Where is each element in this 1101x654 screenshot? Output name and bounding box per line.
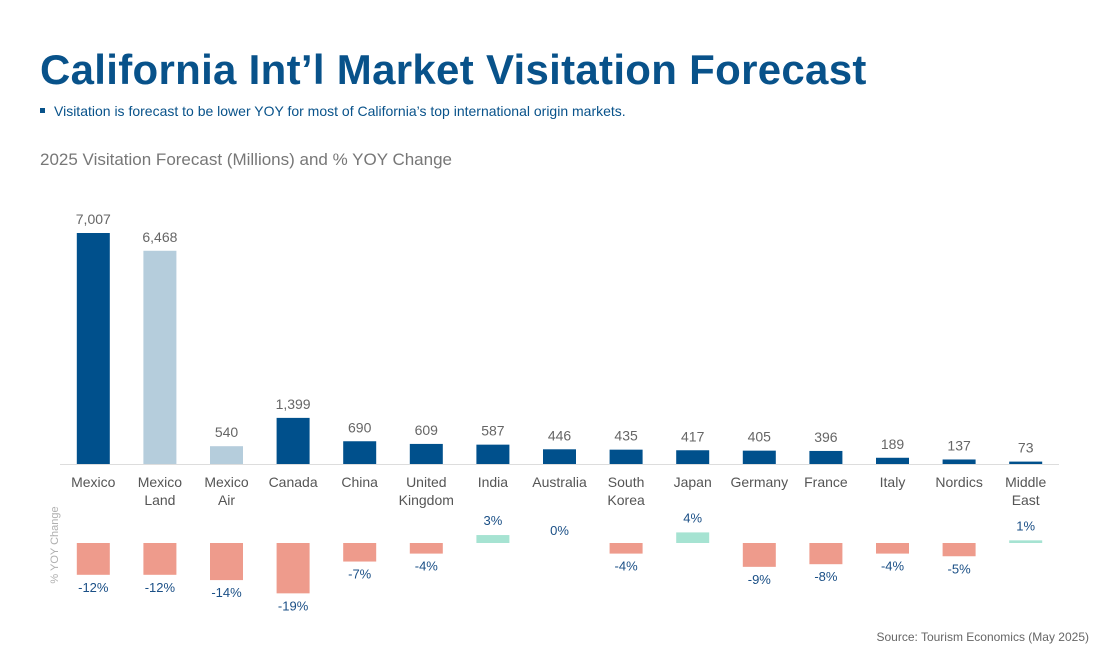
yoy-bar-positive — [1009, 540, 1043, 543]
category-label: Australia — [532, 474, 587, 490]
forecast-value-label: 6,468 — [142, 229, 177, 245]
yoy-bar-negative — [276, 543, 310, 594]
yoy-value-label: 3% — [484, 513, 503, 528]
category-label: Air — [218, 492, 235, 508]
forecast-value-label: 137 — [947, 437, 971, 453]
yoy-bar-negative — [409, 543, 443, 554]
yoy-bar-negative — [942, 543, 976, 557]
yoy-value-label: -4% — [415, 559, 439, 574]
yoy-bar-negative — [809, 543, 843, 565]
category-label: Germany — [731, 474, 789, 490]
category-label: East — [1012, 492, 1040, 508]
yoy-value-label: -19% — [278, 598, 309, 613]
yoy-value-label: -12% — [78, 580, 109, 595]
forecast-bar — [210, 446, 243, 464]
yoy-value-label: 4% — [683, 510, 702, 525]
yoy-value-label: -5% — [948, 561, 972, 576]
forecast-value-label: 189 — [881, 436, 905, 452]
yoy-bar-negative — [742, 543, 776, 567]
yoy-value-label: -4% — [615, 559, 639, 574]
forecast-value-label: 446 — [548, 427, 572, 443]
yoy-value-label: -8% — [814, 569, 838, 584]
yoy-bar-negative — [609, 543, 643, 554]
category-label: South — [608, 474, 645, 490]
yoy-value-label: 1% — [1016, 518, 1035, 533]
forecast-bar — [409, 443, 443, 464]
yoy-bar-negative — [210, 543, 243, 581]
yoy-bar-negative — [343, 543, 377, 562]
forecast-value-label: 396 — [814, 429, 838, 445]
category-label: Middle — [1005, 474, 1046, 490]
forecast-value-label: 73 — [1018, 440, 1034, 456]
yoy-bar-negative — [143, 543, 177, 575]
forecast-bar — [76, 233, 110, 464]
category-label: Canada — [269, 474, 318, 490]
bullet-point: Visitation is forecast to be lower YOY f… — [40, 103, 626, 119]
category-label: Korea — [607, 492, 645, 508]
forecast-bar — [143, 250, 177, 464]
yoy-value-label: 0% — [550, 523, 569, 538]
yoy-bar-negative — [876, 543, 909, 554]
forecast-bar — [476, 444, 510, 464]
category-label: France — [804, 474, 848, 490]
yoy-value-label: -12% — [145, 580, 176, 595]
yoy-value-label: -7% — [348, 567, 372, 582]
forecast-value-label: 435 — [614, 428, 638, 444]
forecast-bar — [676, 450, 710, 464]
forecast-value-label: 7,007 — [76, 211, 111, 227]
forecast-value-label: 405 — [748, 429, 772, 445]
forecast-value-label: 1,399 — [276, 396, 311, 412]
category-label: United — [406, 474, 446, 490]
category-label: Mexico — [138, 474, 183, 490]
chart-title: 2025 Visitation Forecast (Millions) and … — [40, 150, 453, 169]
category-label: India — [478, 474, 509, 490]
category-label: Mexico — [71, 474, 116, 490]
yoy-bar-negative — [76, 543, 110, 575]
forecast-bar — [942, 459, 976, 464]
forecast-bar — [742, 450, 776, 464]
forecast-value-label: 609 — [415, 422, 439, 438]
yoy-axis-label: % YOY Change — [49, 506, 61, 583]
category-label: Nordics — [935, 474, 982, 490]
forecast-value-label: 587 — [481, 423, 505, 439]
yoy-value-label: -9% — [748, 572, 772, 587]
category-label: Italy — [880, 474, 906, 490]
forecast-bar — [609, 449, 643, 464]
forecast-bar — [1009, 461, 1043, 464]
yoy-value-label: -4% — [881, 559, 905, 574]
forecast-bar — [276, 417, 310, 464]
yoy-bar-positive — [476, 535, 510, 543]
category-label: Japan — [674, 474, 712, 490]
category-label: Land — [144, 492, 175, 508]
forecast-bar — [809, 450, 843, 464]
category-label: Mexico — [204, 474, 249, 490]
forecast-bar — [343, 441, 377, 464]
forecast-bar — [876, 457, 909, 464]
forecast-bar — [543, 449, 576, 464]
source-note: Source: Tourism Economics (May 2025) — [876, 630, 1089, 644]
page-title: California Int’l Market Visitation Forec… — [40, 46, 867, 93]
bullet-text: Visitation is forecast to be lower YOY f… — [54, 103, 626, 119]
category-label: China — [341, 474, 378, 490]
category-label: Kingdom — [399, 492, 454, 508]
forecast-value-label: 417 — [681, 428, 705, 444]
yoy-value-label: -14% — [211, 585, 242, 600]
bullet-marker-icon — [40, 107, 45, 113]
forecast-value-label: 540 — [215, 424, 239, 440]
forecast-value-label: 690 — [348, 419, 372, 435]
yoy-bar-positive — [676, 532, 710, 543]
